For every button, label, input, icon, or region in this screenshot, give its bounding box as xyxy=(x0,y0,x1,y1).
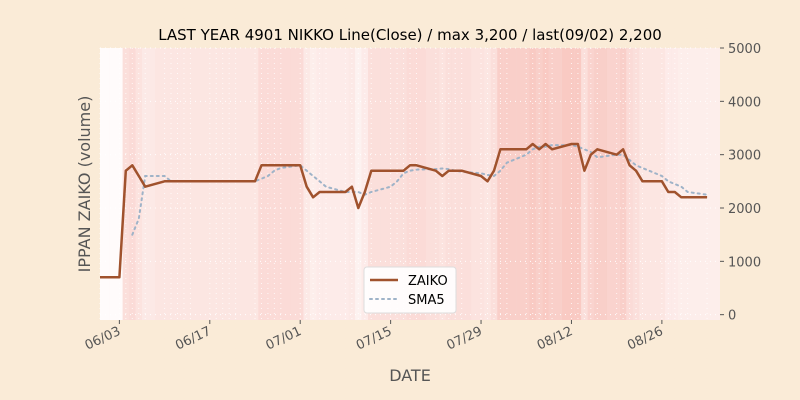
band xyxy=(290,48,304,320)
series-zaiko-line xyxy=(100,142,708,279)
band xyxy=(100,48,110,320)
band xyxy=(548,48,562,320)
legend-box xyxy=(363,266,457,314)
band xyxy=(232,48,246,320)
grid-lines xyxy=(99,47,720,320)
series-layer xyxy=(100,142,709,279)
x-axis-label: DATE xyxy=(389,366,431,385)
band xyxy=(322,48,336,320)
band xyxy=(471,48,485,320)
y-tick-label: 0 xyxy=(728,309,736,324)
band xyxy=(154,48,168,320)
band xyxy=(413,48,427,320)
band xyxy=(639,48,653,320)
y-tick-label: 3000 xyxy=(728,149,761,164)
y-axis-label: IPPAN ZAIKO (volume) xyxy=(75,96,94,273)
band xyxy=(335,48,349,320)
band xyxy=(606,48,620,320)
band xyxy=(684,48,698,320)
band xyxy=(503,48,517,320)
legend: ZAIKO SMA5 xyxy=(363,266,457,314)
band xyxy=(141,48,155,320)
y-tick-label: 1000 xyxy=(728,255,761,270)
band xyxy=(187,48,201,320)
band xyxy=(561,48,575,320)
chart-title: LAST YEAR 4901 NIKKO Line(Close) / max 3… xyxy=(158,26,662,44)
legend-label-zaiko: ZAIKO xyxy=(408,274,448,289)
y-tick-label: 5000 xyxy=(728,42,761,57)
band xyxy=(200,48,214,320)
y-tick-label: 2000 xyxy=(728,202,761,217)
band xyxy=(426,48,440,320)
band xyxy=(368,48,381,320)
y-tick-label: 4000 xyxy=(728,95,761,110)
band xyxy=(277,48,291,320)
band xyxy=(110,48,123,320)
band xyxy=(652,48,666,320)
band xyxy=(245,48,259,320)
band xyxy=(380,48,394,320)
band xyxy=(458,48,472,320)
legend-label-sma5: SMA5 xyxy=(408,293,445,308)
band xyxy=(516,48,530,320)
band xyxy=(594,48,607,320)
band xyxy=(697,48,720,320)
